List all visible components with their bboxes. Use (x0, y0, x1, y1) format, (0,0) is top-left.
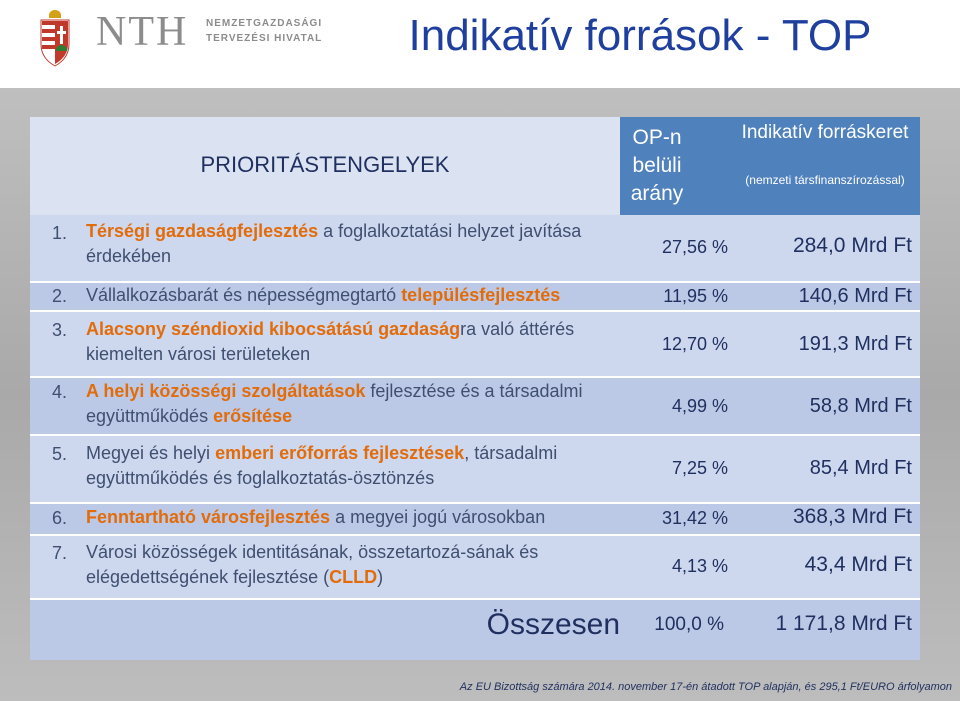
table-row (30, 378, 920, 434)
coat-of-arms-icon (40, 10, 70, 67)
table-row (30, 536, 920, 598)
row-number: 2. (52, 286, 68, 306)
row-text: Vállalkozásbarát és népességmegtartó (86, 285, 402, 305)
row-highlight: Alacsony széndioxid kibocsátású gazdaság (86, 319, 461, 339)
header-cell-source (734, 117, 920, 215)
row-text: Városi közösségek identitásának, összeta… (86, 542, 539, 587)
row-text: a foglalkoztatási helyzet javítása érdek… (86, 221, 582, 266)
table-row (30, 215, 920, 282)
row-divider (30, 534, 920, 536)
row-share: 27,56 % (661, 237, 728, 257)
row-number: 6. (52, 508, 68, 528)
row-priority-text: Városi közösségek identitásának, összeta… (86, 540, 601, 590)
total-row (30, 600, 920, 658)
row-number: 3. (52, 320, 68, 340)
row-text: , társadalmi együttműködés és foglalkozt… (86, 443, 558, 488)
column-header-share: OP-n belüli arány (630, 126, 684, 205)
logo-subtitle-line1: NEMZETGAZDASÁGI (206, 18, 323, 29)
row-highlight: CLLD (329, 567, 378, 587)
row-highlight: Térségi gazdaságfejlesztés (86, 221, 319, 241)
row-share: 4,99 % (671, 396, 728, 416)
row-amount: 58,8 Mrd Ft (809, 395, 912, 417)
table-row (30, 436, 920, 502)
row-text: Megyei és helyi (86, 443, 216, 463)
row-share: 4,13 % (671, 556, 728, 576)
row-text: ) (377, 567, 384, 587)
row-highlight: erősítése (213, 406, 293, 426)
row-divider (30, 434, 920, 436)
footnote: Az EU Bizottság számára 2014. november 1… (459, 681, 952, 693)
header-cell-priorities (30, 117, 620, 215)
row-priority-text: A helyi közösségi szolgáltatások fejlesz… (86, 379, 606, 429)
column-header-source: Indikatív forráskeret (741, 122, 909, 143)
row-text: fejlesztése és a társadalmi együttműködé… (86, 381, 583, 426)
row-priority-text: Megyei és helyi emberi erőforrás fejlesz… (86, 441, 626, 491)
row-highlight: településfejlesztés (401, 285, 561, 305)
row-number: 5. (52, 444, 68, 464)
logo-subtitle: NEMZETGAZDASÁGI TERVEZÉSI HIVATAL (206, 16, 326, 46)
logo-wordmark: NTH (96, 9, 189, 55)
row-priority-text: Térségi gazdaságfejlesztés a foglalkozta… (86, 219, 606, 269)
header: NTH NEMZETGAZDASÁGI TERVEZÉSI HIVATAL In… (0, 0, 960, 88)
row-amount: 368,3 Mrd Ft (792, 505, 912, 528)
table-row (30, 283, 920, 309)
row-priority-text: Alacsony széndioxid kibocsátású gazdaság… (86, 317, 606, 367)
row-divider (30, 310, 920, 312)
total-amount: 1 171,8 Mrd Ft (775, 612, 912, 635)
row-number: 4. (52, 382, 68, 402)
row-amount: 191,3 Mrd Ft (798, 333, 912, 355)
total-label: Összesen (486, 608, 620, 641)
row-highlight: Fenntartható városfejlesztés (86, 507, 331, 527)
row-amount: 85,4 Mrd Ft (809, 457, 912, 479)
row-divider (30, 502, 920, 504)
row-amount: 140,6 Mrd Ft (798, 285, 912, 307)
row-amount: 284,0 Mrd Ft (792, 234, 912, 257)
column-header-source-note: (nemzeti társfinanszírozással) (745, 173, 905, 187)
logo-subtitle-line2: TERVEZÉSI HIVATAL (206, 33, 323, 44)
row-priority-text: Vállalkozásbarát és népességmegtartó tel… (86, 283, 626, 308)
row-text: ra való áttérés kiemelten városi terület… (86, 319, 575, 364)
row-number: 1. (52, 223, 68, 243)
header-cell-share (620, 117, 734, 215)
slide-title: Indikatív források - TOP (408, 11, 872, 60)
row-share: 11,95 % (663, 286, 728, 306)
row-highlight: A helyi közösségi szolgáltatások (86, 381, 366, 401)
row-share: 12,70 % (661, 334, 728, 354)
row-number: 7. (52, 543, 68, 563)
row-amount: 43,4 Mrd Ft (804, 553, 912, 576)
row-text: a megyei jogú városokban (330, 507, 546, 527)
row-priority-text: Fenntartható városfejlesztés a megyei jo… (86, 505, 626, 530)
row-highlight: emberi erőforrás fejlesztések (215, 443, 465, 463)
table-row (30, 312, 920, 377)
row-divider (30, 376, 920, 378)
row-divider (30, 598, 920, 600)
column-header-priorities: PRIORITÁSTENGELYEK (200, 152, 450, 177)
row-share: 7,25 % (671, 458, 728, 478)
total-share: 100,0 % (654, 614, 724, 635)
table-row (30, 504, 920, 534)
row-divider (30, 281, 920, 283)
row-share: 31,42 % (661, 508, 728, 528)
